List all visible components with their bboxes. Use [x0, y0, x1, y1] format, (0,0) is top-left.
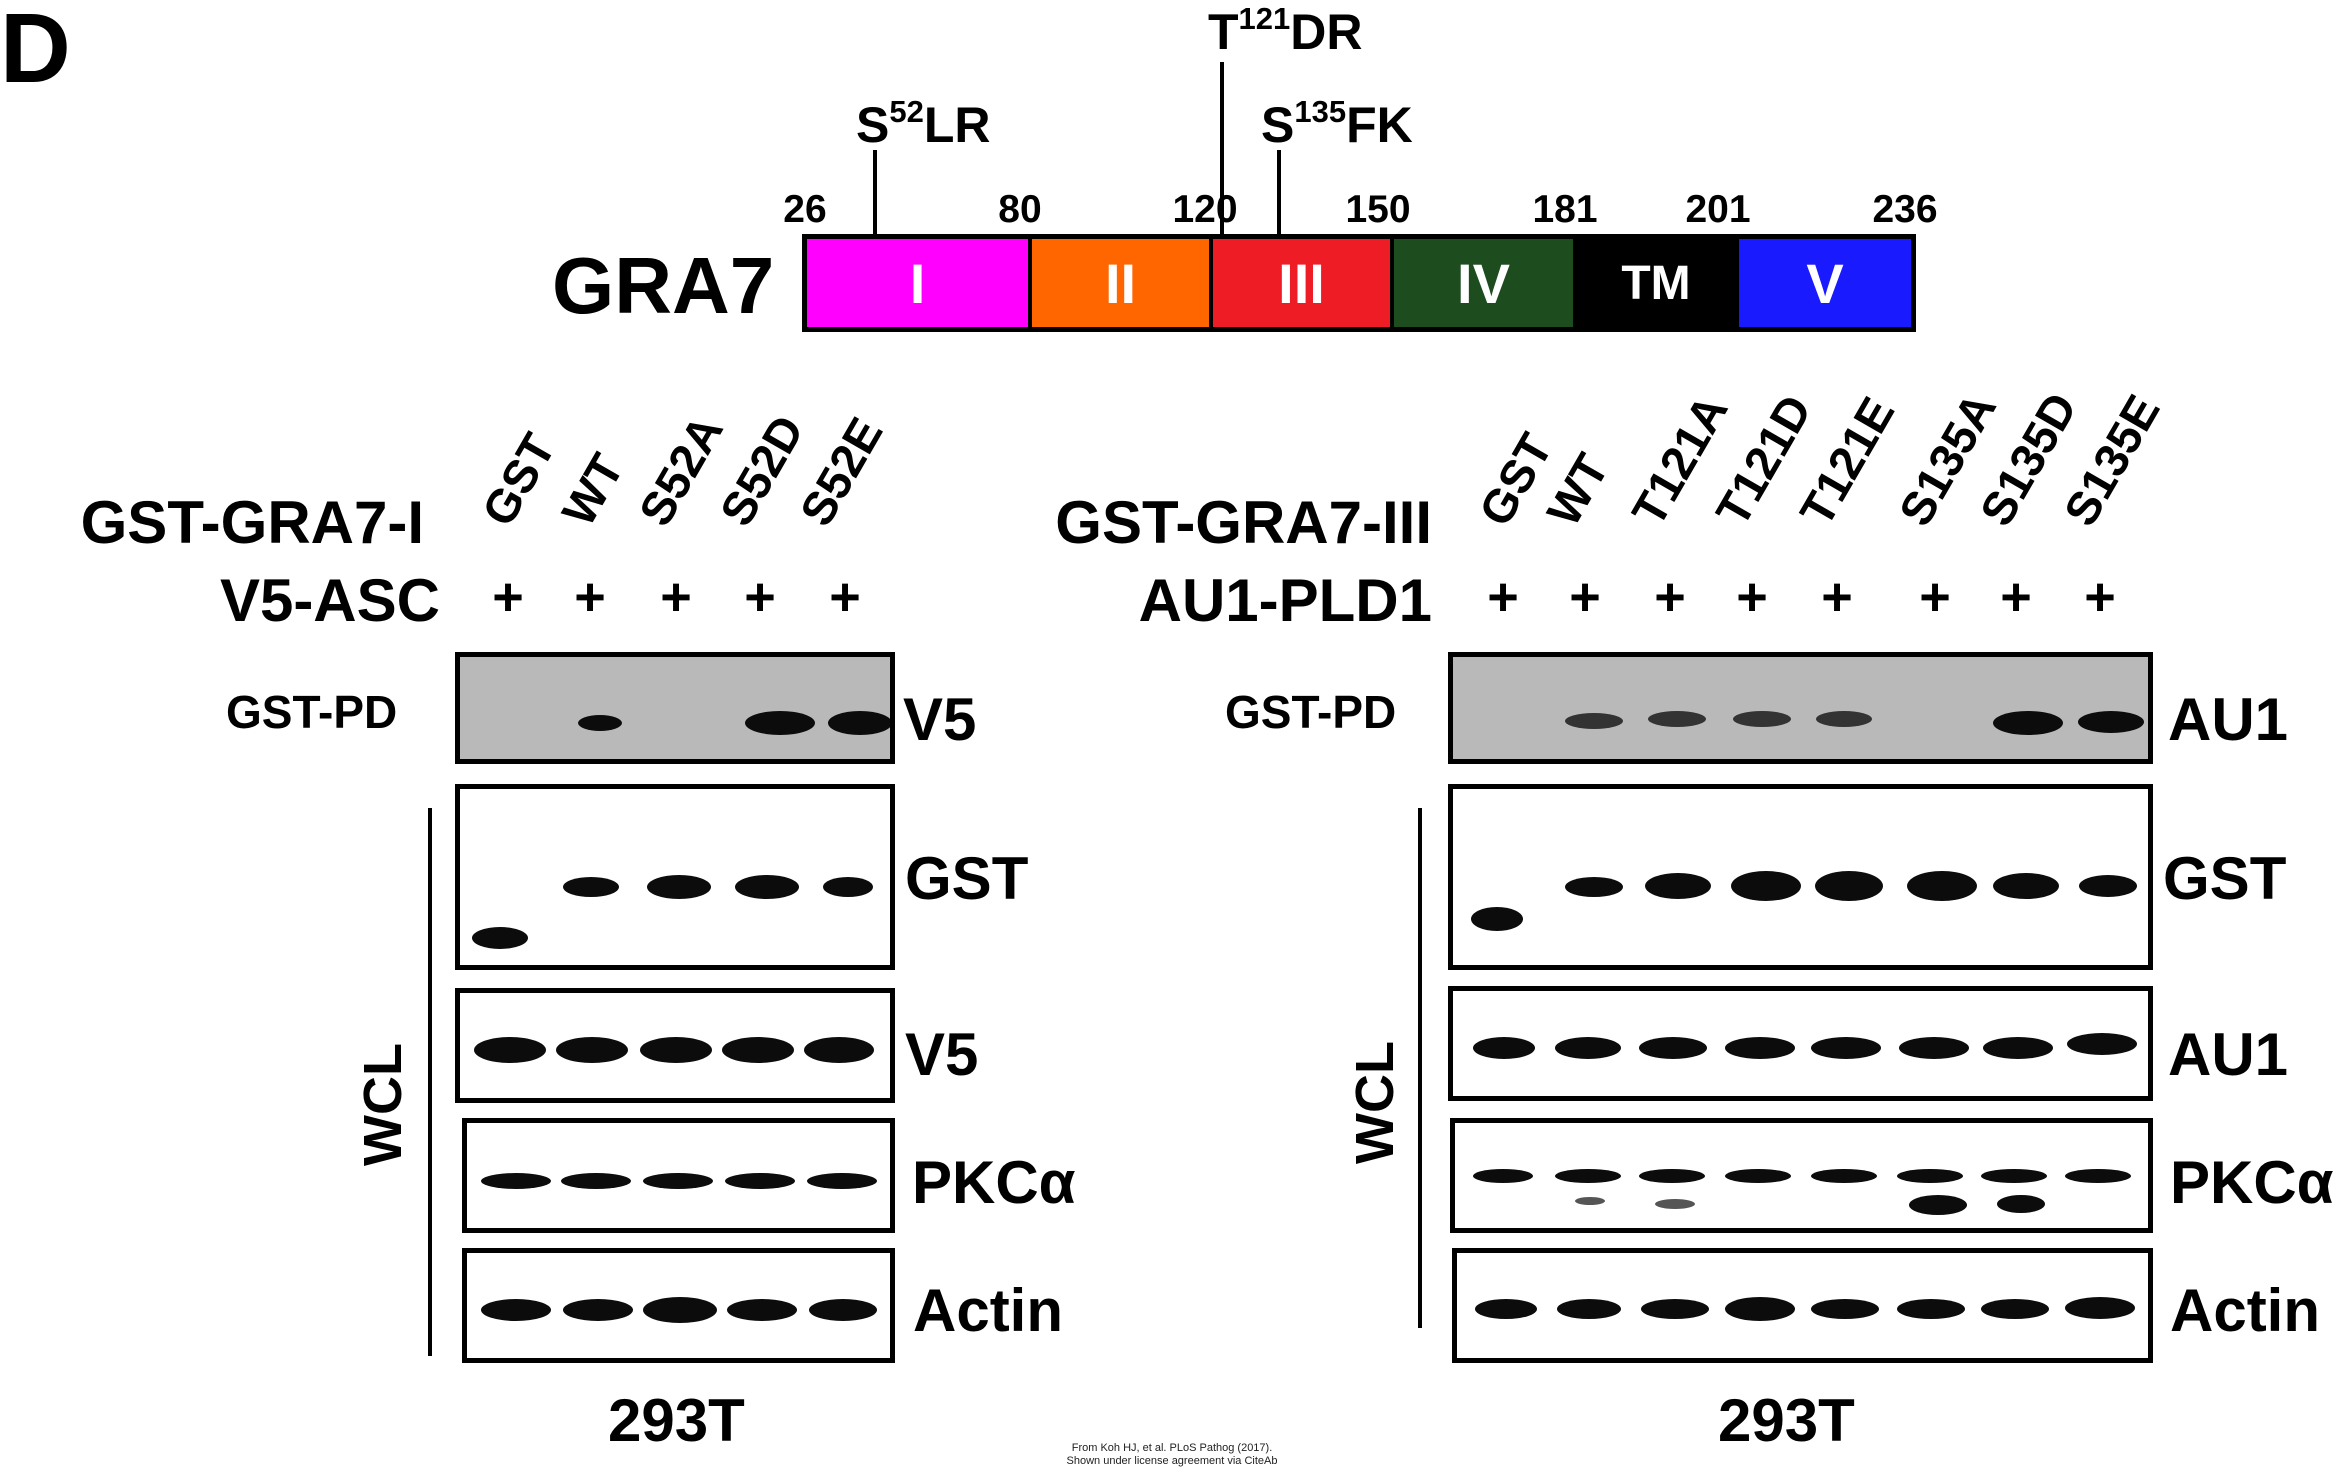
- blot-pd-au1: [1448, 652, 2153, 764]
- position-label: 201: [1685, 188, 1751, 231]
- antibody-label: GST: [905, 845, 1029, 912]
- lane-label: S52D: [709, 406, 814, 535]
- construct-label: GST-GRA7-I: [80, 489, 424, 556]
- plus-sign: +: [744, 567, 776, 627]
- cell-line-label: 293T: [608, 1387, 745, 1454]
- credit-line: From Koh HJ, et al. PLoS Pathog (2017).: [1071, 1442, 1273, 1454]
- antibody-label: AU1: [2168, 1021, 2289, 1088]
- antibody-label: V5: [905, 1021, 979, 1088]
- construct-label: GST-GRA7-III: [1055, 489, 1432, 556]
- wcl-bracket: [1418, 808, 1422, 1328]
- plus-sign: +: [1919, 567, 1951, 627]
- cotransfection-label: AU1-PLD1: [1138, 567, 1432, 634]
- plus-sign: +: [1821, 567, 1853, 627]
- plus-sign: +: [2000, 567, 2032, 627]
- plus-sign: +: [660, 567, 692, 627]
- lane-label: WT: [551, 444, 634, 535]
- antibody-label: AU1: [2168, 686, 2289, 753]
- blot-wcl-au1: [1448, 986, 2153, 1101]
- site-marker-line: [1277, 150, 1281, 236]
- blot-wcl-actin: [1452, 1248, 2153, 1363]
- blot-pd-v5: [455, 652, 895, 764]
- position-label: 120: [1172, 188, 1238, 231]
- image-credit: From Koh HJ, et al. PLoS Pathog (2017). …: [1022, 1442, 1322, 1468]
- cell-line-label: 293T: [1718, 1387, 1855, 1454]
- blot-wcl-v5: [455, 988, 895, 1103]
- domain-iii: III: [1209, 239, 1390, 327]
- domain-iv: IV: [1390, 239, 1573, 327]
- antibody-label: GST: [2163, 845, 2287, 912]
- blot-wcl-gst: [455, 784, 895, 970]
- blot-wcl-pkca: [462, 1118, 895, 1233]
- plus-sign: +: [829, 567, 861, 627]
- site-label-s52: S52LR: [856, 94, 991, 153]
- plus-sign: +: [492, 567, 524, 627]
- antibody-label: Actin: [2170, 1277, 2320, 1344]
- wcl-label: WCL: [1345, 1041, 1405, 1164]
- domain-i: I: [807, 239, 1028, 327]
- domain-v: V: [1735, 239, 1911, 327]
- site-label-s135: S135FK: [1261, 94, 1413, 153]
- blot-wcl-gst: [1448, 784, 2153, 970]
- cotransfection-label: V5-ASC: [219, 567, 440, 634]
- plus-sign: +: [1487, 567, 1519, 627]
- position-label: 236: [1872, 188, 1938, 231]
- antibody-label: PKCα: [2170, 1149, 2334, 1216]
- site-marker-line: [873, 150, 877, 236]
- lane-label: GST: [471, 424, 566, 535]
- antibody-label: V5: [903, 686, 977, 753]
- site-label-t121: T121DR: [1208, 1, 1363, 60]
- lane-label: GST: [1468, 424, 1563, 535]
- wcl-label: WCL: [353, 1043, 413, 1166]
- wcl-bracket: [428, 808, 432, 1356]
- pulldown-label: GST-PD: [1225, 686, 1397, 738]
- plus-sign: +: [1736, 567, 1768, 627]
- lane-label: S52A: [628, 406, 733, 535]
- position-label: 181: [1532, 188, 1598, 231]
- domain-bar: I II III IV TM V: [802, 234, 1916, 332]
- plus-sign: +: [574, 567, 606, 627]
- plus-sign: +: [1569, 567, 1601, 627]
- plus-sign: +: [1654, 567, 1686, 627]
- plus-sign: +: [2084, 567, 2116, 627]
- position-label: 80: [998, 188, 1042, 231]
- panel-letter: D: [0, 0, 71, 103]
- antibody-label: Actin: [913, 1277, 1063, 1344]
- antibody-label: PKCα: [912, 1149, 1076, 1216]
- domain-tm: TM: [1573, 239, 1735, 327]
- site-marker-line: [1220, 62, 1224, 234]
- position-label: 26: [783, 188, 827, 231]
- domain-ii: II: [1028, 239, 1209, 327]
- blot-wcl-actin: [462, 1248, 895, 1363]
- blot-wcl-pkca: [1450, 1118, 2153, 1233]
- pulldown-label: GST-PD: [226, 686, 398, 738]
- position-label: 150: [1345, 188, 1411, 231]
- protein-name: GRA7: [552, 241, 775, 330]
- credit-line: Shown under license agreement via CiteAb: [1066, 1455, 1278, 1467]
